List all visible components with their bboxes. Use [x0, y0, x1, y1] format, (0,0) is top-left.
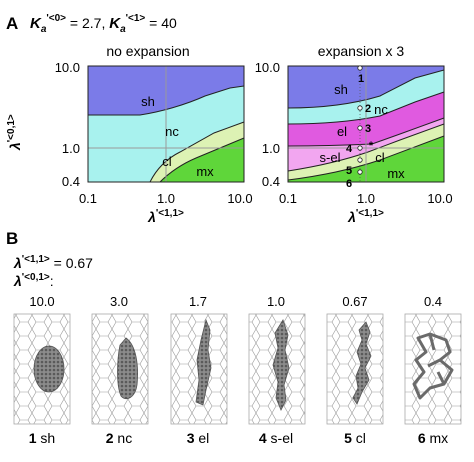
- tissue-image-4: [248, 313, 306, 425]
- tissue-2-label: 2 nc: [106, 430, 132, 446]
- left-phase-diagram: sh nc cl mx: [87, 65, 245, 183]
- xtick-right-10: 10.0: [427, 191, 452, 206]
- xtick-left-10: 10.0: [227, 191, 252, 206]
- sample-points: 1 2 3 * 4 5 6: [346, 65, 374, 190]
- sample-point-1: [357, 65, 363, 71]
- tissue-1-cluster: [33, 345, 65, 393]
- svg-text:Ka'<0> = 2.7, Ka'<1> = 40: Ka'<0> = 2.7, Ka'<1> = 40: [30, 13, 177, 35]
- tissue-6-label: 6 mx: [418, 430, 448, 446]
- x-axis-right: 0.1 1.0 10.0 λ'<1,1>: [279, 191, 453, 225]
- ytick-left-04: 0.4: [62, 174, 80, 189]
- right-region-mx-fill: [288, 136, 444, 182]
- left-plot-title: no expansion: [106, 43, 189, 59]
- tissue-3-label: 3 el: [187, 430, 210, 446]
- tissue-6-network: [412, 332, 454, 400]
- tissue-4-cluster: [272, 319, 290, 411]
- k1-subscript: a: [120, 24, 126, 35]
- y-axis-label: λ'<0,1>: [6, 114, 23, 151]
- right-boundary-nc-el: [287, 91, 445, 125]
- tissue-1-label: 1 sh: [29, 430, 55, 446]
- right-label-el: el: [337, 124, 347, 139]
- k0-symbol: K: [30, 15, 42, 32]
- sample-point-5: [357, 157, 363, 163]
- x-axis-left: 0.1 1.0 10.0 λ'<1,1>: [79, 191, 253, 225]
- k1-value: = 40: [145, 15, 177, 31]
- tissue-6-value: 0.4: [424, 294, 442, 309]
- right-label-cl: cl: [375, 150, 385, 165]
- x-axis-label-left: λ'<1,1>: [147, 208, 184, 225]
- k0-subscript: a: [41, 24, 47, 35]
- sample-point-2-label: 2: [365, 103, 371, 115]
- tissue-2-value: 3.0: [110, 294, 128, 309]
- xtick-right-1: 1.0: [357, 191, 375, 206]
- tissue-4-value: 1.0: [267, 294, 285, 309]
- right-label-nc: nc: [374, 102, 388, 117]
- sample-point-4-label: 4: [346, 143, 353, 155]
- sample-point-5-label: 5: [346, 165, 352, 177]
- k0-superscript: '<0>: [46, 13, 66, 24]
- lambda-11-line: λ'<1,1> = 0.67: [13, 254, 93, 271]
- left-plot-frame: [87, 65, 245, 183]
- y-axis-right: 10.0 1.0 0.4: [255, 60, 280, 189]
- left-boundary-nc-cl: [149, 121, 245, 183]
- tissue-image-6: [404, 313, 462, 425]
- left-label-nc: nc: [165, 124, 179, 139]
- tissue-3-cluster: [195, 318, 212, 406]
- left-boundary-cl-mx: [159, 137, 245, 183]
- right-label-mx: mx: [387, 166, 405, 181]
- k1-superscript: '<1>: [126, 13, 146, 24]
- tissue-1-value: 10.0: [29, 294, 54, 309]
- sample-point-3-label: 3: [365, 123, 371, 135]
- right-phase-diagram: sh nc el s-el cl mx 1 2 3 * 4 5 6: [287, 65, 445, 190]
- right-boundary-sel-cl: [287, 123, 445, 172]
- tissue-image-1: [13, 313, 71, 425]
- tissue-6-network-branches: [427, 333, 446, 385]
- left-region-mx-fill: [160, 138, 244, 182]
- tissue-5-cluster: [352, 321, 372, 405]
- right-boundary-el-sel: [287, 117, 445, 147]
- right-plot-frame: [287, 65, 445, 183]
- panel-b-letter: B: [6, 229, 18, 248]
- tissue-2-cluster: [117, 337, 138, 400]
- tissue-5-value: 0.67: [342, 294, 367, 309]
- left-label-sh: sh: [141, 94, 155, 109]
- right-label-s-el: s-el: [320, 150, 341, 165]
- sample-point-6: [357, 169, 363, 175]
- ytick-right-1: 1.0: [262, 141, 280, 156]
- k0-value: = 2.7,: [66, 15, 109, 31]
- xtick-right-01: 0.1: [279, 191, 297, 206]
- xtick-left-01: 0.1: [79, 191, 97, 206]
- sample-point-4: [357, 145, 363, 151]
- left-label-mx: mx: [196, 164, 214, 179]
- sample-point-6-label: 6: [346, 178, 352, 190]
- panel-a-letter: A: [6, 14, 18, 33]
- k1-symbol: K: [109, 15, 121, 32]
- tissue-image-3: [170, 313, 228, 425]
- ytick-right-10: 10.0: [255, 60, 280, 75]
- tissue-5-label: 5 cl: [344, 430, 366, 446]
- tissue-image-5: [326, 313, 384, 425]
- sample-point-2: [357, 105, 363, 111]
- ytick-left-10: 10.0: [55, 60, 80, 75]
- sample-point-1-label: 1: [358, 73, 364, 85]
- left-boundary-sh-nc: [88, 85, 245, 116]
- sample-point-star: *: [369, 140, 374, 152]
- x-axis-label-right: λ'<1,1>: [347, 208, 384, 225]
- right-boundary-cl-mx: [287, 135, 445, 181]
- tissue-3-value: 1.7: [189, 294, 207, 309]
- ytick-left-1: 1.0: [62, 141, 80, 156]
- left-label-cl: cl: [162, 154, 172, 169]
- tissue-4-label: 4 s-el: [259, 430, 293, 446]
- y-axis-left: 10.0 1.0 0.4 λ'<0,1>: [6, 60, 80, 189]
- right-label-sh: sh: [334, 82, 348, 97]
- ytick-right-04: 0.4: [262, 174, 280, 189]
- xtick-left-1: 1.0: [157, 191, 175, 206]
- right-plot-title: expansion x 3: [318, 43, 405, 59]
- tissue-image-2: [91, 313, 149, 425]
- lambda-01-line: λ'<0,1>:: [13, 272, 54, 289]
- sample-point-3: [357, 125, 363, 131]
- parameter-line: Ka'<0> = 2.7, Ka'<1> = 40: [30, 13, 177, 35]
- right-boundary-sh-nc: [287, 69, 445, 109]
